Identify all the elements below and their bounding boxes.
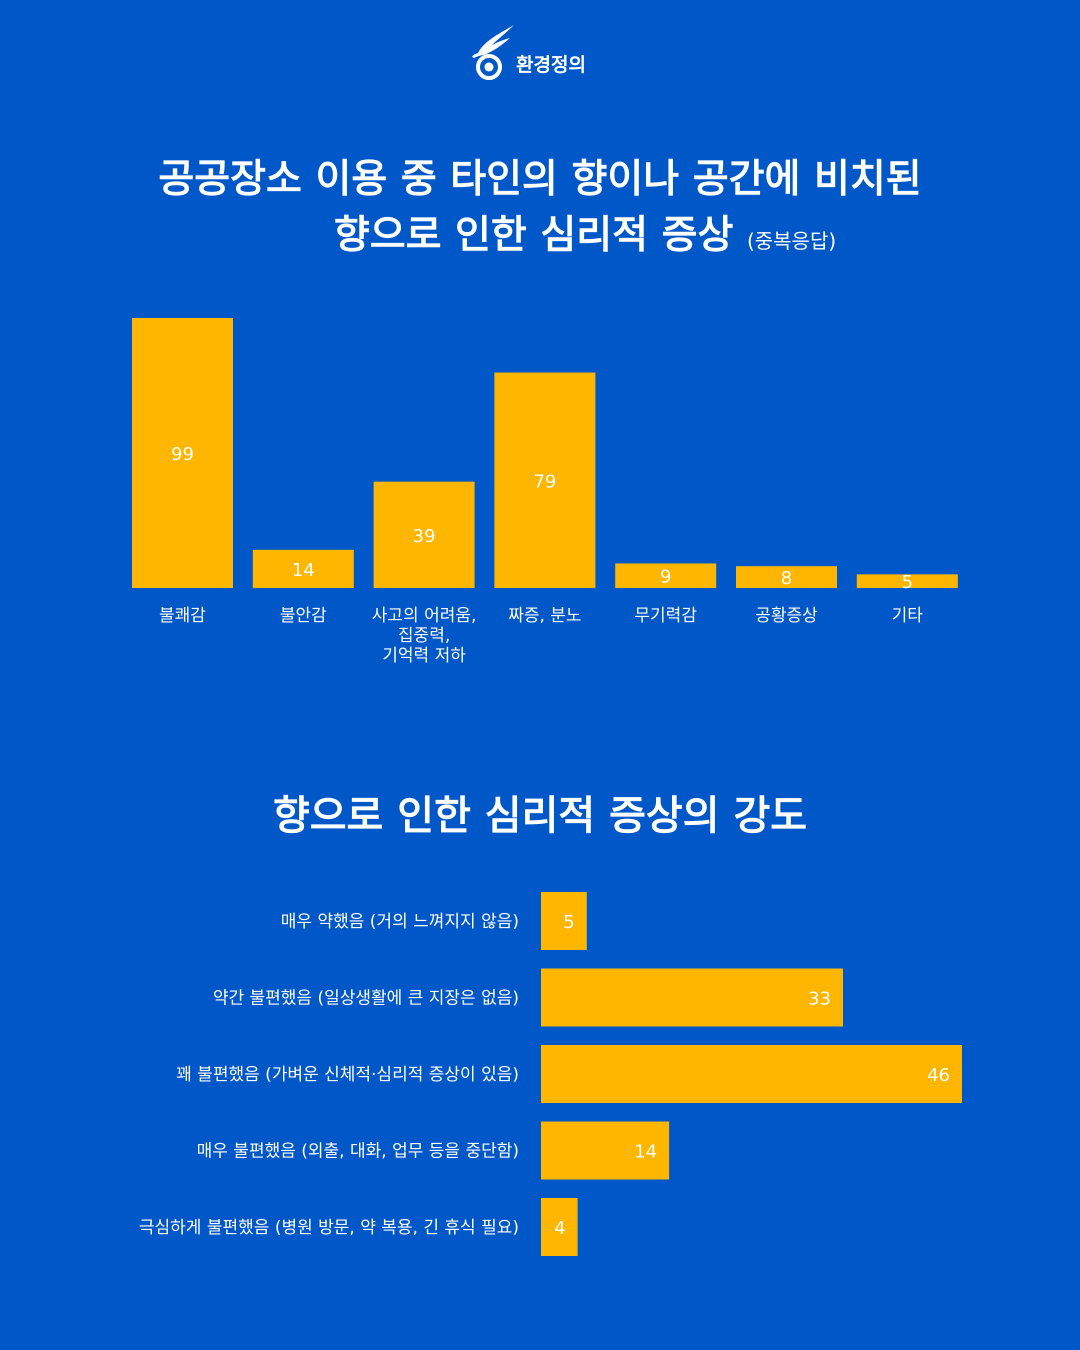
chart2-title: 향으로 인한 심리적 증상의 강도	[272, 793, 808, 839]
bar-6-category-label: 공황증상	[755, 606, 818, 626]
hbar-1-category-label: 매우 약했음 (거의 느껴지지 않음)	[281, 912, 519, 932]
bar-2	[252, 549, 354, 588]
hbar-5-value-label: 4	[554, 1218, 565, 1239]
hbar-3-category-label: 꽤 불편했음 (가벼운 신체적·심리적 증상이 있음)	[176, 1065, 519, 1085]
bar-6-value-label: 8	[781, 568, 792, 589]
bar-3-category-label: 사고의 어려움, 집중력, 기억력 저하	[372, 606, 477, 666]
chart1-title-note: (중복응답)	[746, 229, 837, 253]
bar-6	[736, 566, 837, 588]
hbar-1-value-label: 5	[563, 912, 574, 933]
bar-2-category-label: 불안감	[280, 606, 327, 626]
hbar-2-category-label: 약간 불편했음 (일상생활에 큰 지장은 없음)	[213, 989, 519, 1009]
bar-7-category-label: 기타	[892, 606, 924, 626]
hbar-3-value-label: 46	[927, 1065, 950, 1086]
logo: 환경정의	[470, 22, 620, 82]
bar-1-value-label: 99	[171, 444, 194, 465]
hbar-1	[541, 892, 587, 950]
bar-7-value-label: 5	[902, 572, 913, 593]
bar-4-value-label: 79	[533, 471, 556, 492]
bar-5	[615, 563, 717, 588]
bar-1-category-label: 불쾌감	[159, 606, 206, 626]
hbar-5	[541, 1198, 578, 1256]
bar-4	[494, 372, 596, 588]
bar-3-value-label: 39	[413, 526, 436, 547]
hbar-2	[541, 968, 844, 1027]
bar-1	[132, 318, 233, 588]
bar-3	[373, 481, 475, 588]
hbar-4-value-label: 14	[634, 1142, 657, 1163]
logo-text: 환경정의	[516, 53, 586, 76]
hbar-5-category-label: 극심하게 불편했음 (병원 방문, 약 복용, 긴 휴식 필요)	[139, 1218, 519, 1238]
chart1-title-line1: 공공장소 이용 중 타인의 향이나 공간에 비치된	[158, 157, 922, 202]
chart1-title: 공공장소 이용 중 타인의 향이나 공간에 비치된 향으로 인한 심리적 증상 …	[0, 152, 1080, 269]
bar-7	[856, 574, 958, 588]
eagle-logo-icon	[472, 25, 514, 80]
hbar-4-category-label: 매우 불편했음 (외출, 대화, 업무 등을 중단함)	[197, 1142, 519, 1162]
bar-5-value-label: 9	[660, 567, 671, 588]
hbar-4	[541, 1121, 670, 1180]
bar-4-category-label: 짜증, 분노	[508, 606, 581, 626]
hbar-2-value-label: 33	[808, 989, 831, 1010]
hbar-3	[541, 1045, 962, 1103]
bar-5-category-label: 무기력감	[634, 606, 697, 626]
bar-2-value-label: 14	[292, 560, 315, 581]
chart1-title-line2: 향으로 인한 심리적 증상	[333, 213, 734, 258]
